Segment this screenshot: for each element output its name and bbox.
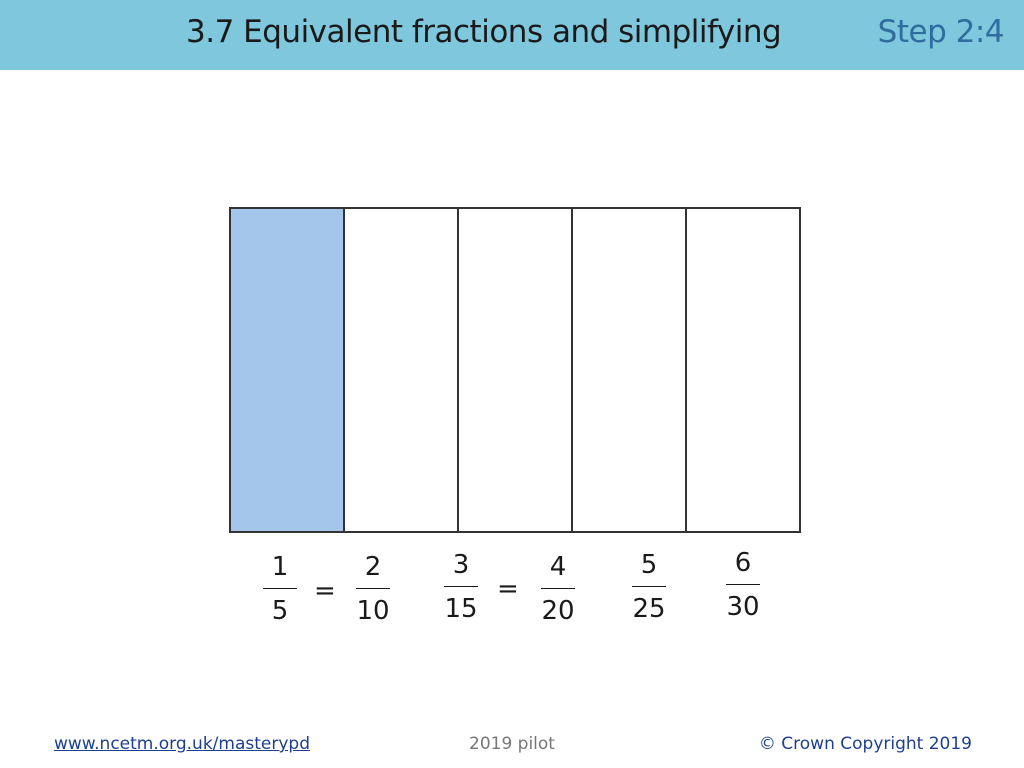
numerator: 6 [734, 548, 752, 578]
step: Step 2:4 [877, 14, 1005, 50]
denominator: 25 [632, 594, 666, 624]
fraction-line [726, 584, 760, 585]
bar-outline [229, 207, 801, 533]
fraction-line [356, 588, 390, 589]
header-band [0, 0, 1024, 70]
equals-sign: = [497, 574, 519, 604]
footer-copyright: © Crown Copyright 2019 [758, 734, 972, 754]
title: 3.7 Equivalent fractions and simplifying [186, 14, 782, 50]
numerator: 2 [364, 552, 382, 582]
denominator: 20 [541, 596, 575, 626]
equals-sign: = [314, 576, 336, 606]
numerator: 5 [640, 550, 658, 580]
denominator: 5 [271, 596, 289, 626]
footer-center: 2019 pilot [469, 734, 555, 754]
denominator: 10 [356, 596, 390, 626]
denominator: 30 [726, 592, 760, 622]
fraction-line [444, 586, 478, 587]
shaded-part [230, 208, 344, 532]
numerator: 1 [271, 552, 289, 582]
fraction-line [263, 588, 297, 589]
footer-link[interactable]: www.ncetm.org.uk/masterypd [54, 734, 310, 754]
numerator: 3 [452, 550, 470, 580]
fraction-line [632, 586, 666, 587]
denominator: 15 [444, 594, 478, 624]
fraction-line [541, 588, 575, 589]
numerator: 4 [549, 552, 567, 582]
